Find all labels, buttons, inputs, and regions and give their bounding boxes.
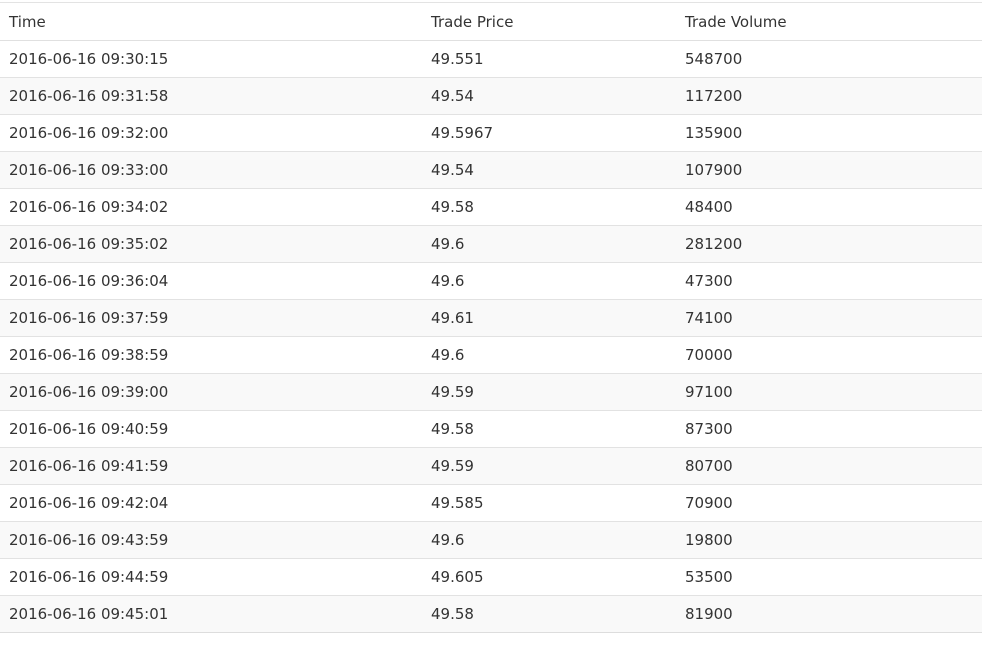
table-row: 2016-06-16 09:45:01 49.58 81900 xyxy=(0,595,982,633)
table-header: Time Trade Price Trade Volume xyxy=(0,2,982,41)
cell-trade-price: 49.585 xyxy=(431,494,484,512)
cell-trade-volume: 281200 xyxy=(685,235,743,253)
cell-time: 2016-06-16 09:33:00 xyxy=(9,161,169,179)
table-row: 2016-06-16 09:42:04 49.585 70900 xyxy=(0,484,982,522)
cell-trade-volume: 107900 xyxy=(685,161,743,179)
table-row: 2016-06-16 09:35:02 49.6 281200 xyxy=(0,225,982,263)
cell-time: 2016-06-16 09:45:01 xyxy=(9,605,169,623)
table-row: 2016-06-16 09:30:15 49.551 548700 xyxy=(0,40,982,78)
cell-time: 2016-06-16 09:36:04 xyxy=(9,272,169,290)
table-row: 2016-06-16 09:37:59 49.61 74100 xyxy=(0,299,982,337)
cell-time: 2016-06-16 09:31:58 xyxy=(9,87,169,105)
cell-trade-volume: 80700 xyxy=(685,457,733,475)
table-row: 2016-06-16 09:39:00 49.59 97100 xyxy=(0,373,982,411)
cell-trade-price: 49.58 xyxy=(431,605,474,623)
cell-trade-volume: 47300 xyxy=(685,272,733,290)
table-body: 2016-06-16 09:30:15 49.551 548700 2016-06-1… xyxy=(0,40,982,633)
cell-trade-volume: 135900 xyxy=(685,124,743,142)
cell-time: 2016-06-16 09:30:15 xyxy=(9,50,169,68)
cell-trade-price: 49.6 xyxy=(431,235,465,253)
cell-trade-volume: 19800 xyxy=(685,531,733,549)
cell-time: 2016-06-16 09:38:59 xyxy=(9,346,169,364)
cell-time: 2016-06-16 09:43:59 xyxy=(9,531,169,549)
table-row: 2016-06-16 09:31:58 49.54 117200 xyxy=(0,77,982,115)
cell-trade-volume: 97100 xyxy=(685,383,733,401)
table-row: 2016-06-16 09:33:00 49.54 107900 xyxy=(0,151,982,189)
column-header-trade-price: Trade Price xyxy=(422,2,676,41)
cell-trade-price: 49.61 xyxy=(431,309,474,327)
table-row: 2016-06-16 09:38:59 49.6 70000 xyxy=(0,336,982,374)
cell-trade-volume: 70900 xyxy=(685,494,733,512)
trades-table: Time Trade Price Trade Volume 2016-06-16… xyxy=(0,2,982,633)
cell-trade-price: 49.58 xyxy=(431,198,474,216)
cell-time: 2016-06-16 09:34:02 xyxy=(9,198,169,216)
cell-trade-price: 49.551 xyxy=(431,50,484,68)
cell-trade-volume: 53500 xyxy=(685,568,733,586)
cell-trade-price: 49.6 xyxy=(431,272,465,290)
trades-table-container: Time Trade Price Trade Volume 2016-06-16… xyxy=(0,2,982,633)
cell-trade-volume: 548700 xyxy=(685,50,743,68)
table-row: 2016-06-16 09:40:59 49.58 87300 xyxy=(0,410,982,448)
cell-trade-volume: 48400 xyxy=(685,198,733,216)
cell-time: 2016-06-16 09:39:00 xyxy=(9,383,169,401)
table-row: 2016-06-16 09:44:59 49.605 53500 xyxy=(0,558,982,596)
table-row: 2016-06-16 09:41:59 49.59 80700 xyxy=(0,447,982,485)
cell-trade-price: 49.54 xyxy=(431,87,474,105)
cell-time: 2016-06-16 09:41:59 xyxy=(9,457,169,475)
column-header-time: Time xyxy=(0,2,422,41)
cell-time: 2016-06-16 09:40:59 xyxy=(9,420,169,438)
table-row: 2016-06-16 09:32:00 49.5967 135900 xyxy=(0,114,982,152)
header-row: Time Trade Price Trade Volume xyxy=(0,2,982,41)
cell-trade-price: 49.59 xyxy=(431,457,474,475)
cell-trade-price: 49.5967 xyxy=(431,124,494,142)
cell-trade-volume: 70000 xyxy=(685,346,733,364)
cell-trade-volume: 117200 xyxy=(685,87,743,105)
cell-trade-price: 49.6 xyxy=(431,346,465,364)
cell-trade-price: 49.58 xyxy=(431,420,474,438)
table-row: 2016-06-16 09:43:59 49.6 19800 xyxy=(0,521,982,559)
table-row: 2016-06-16 09:36:04 49.6 47300 xyxy=(0,262,982,300)
cell-trade-price: 49.605 xyxy=(431,568,484,586)
column-header-trade-volume: Trade Volume xyxy=(676,2,982,41)
cell-trade-volume: 74100 xyxy=(685,309,733,327)
cell-trade-price: 49.59 xyxy=(431,383,474,401)
cell-time: 2016-06-16 09:37:59 xyxy=(9,309,169,327)
cell-trade-price: 49.54 xyxy=(431,161,474,179)
cell-trade-volume: 87300 xyxy=(685,420,733,438)
cell-trade-volume: 81900 xyxy=(685,605,733,623)
cell-time: 2016-06-16 09:44:59 xyxy=(9,568,169,586)
cell-time: 2016-06-16 09:35:02 xyxy=(9,235,169,253)
cell-time: 2016-06-16 09:42:04 xyxy=(9,494,169,512)
cell-time: 2016-06-16 09:32:00 xyxy=(9,124,169,142)
table-row: 2016-06-16 09:34:02 49.58 48400 xyxy=(0,188,982,226)
cell-trade-price: 49.6 xyxy=(431,531,465,549)
